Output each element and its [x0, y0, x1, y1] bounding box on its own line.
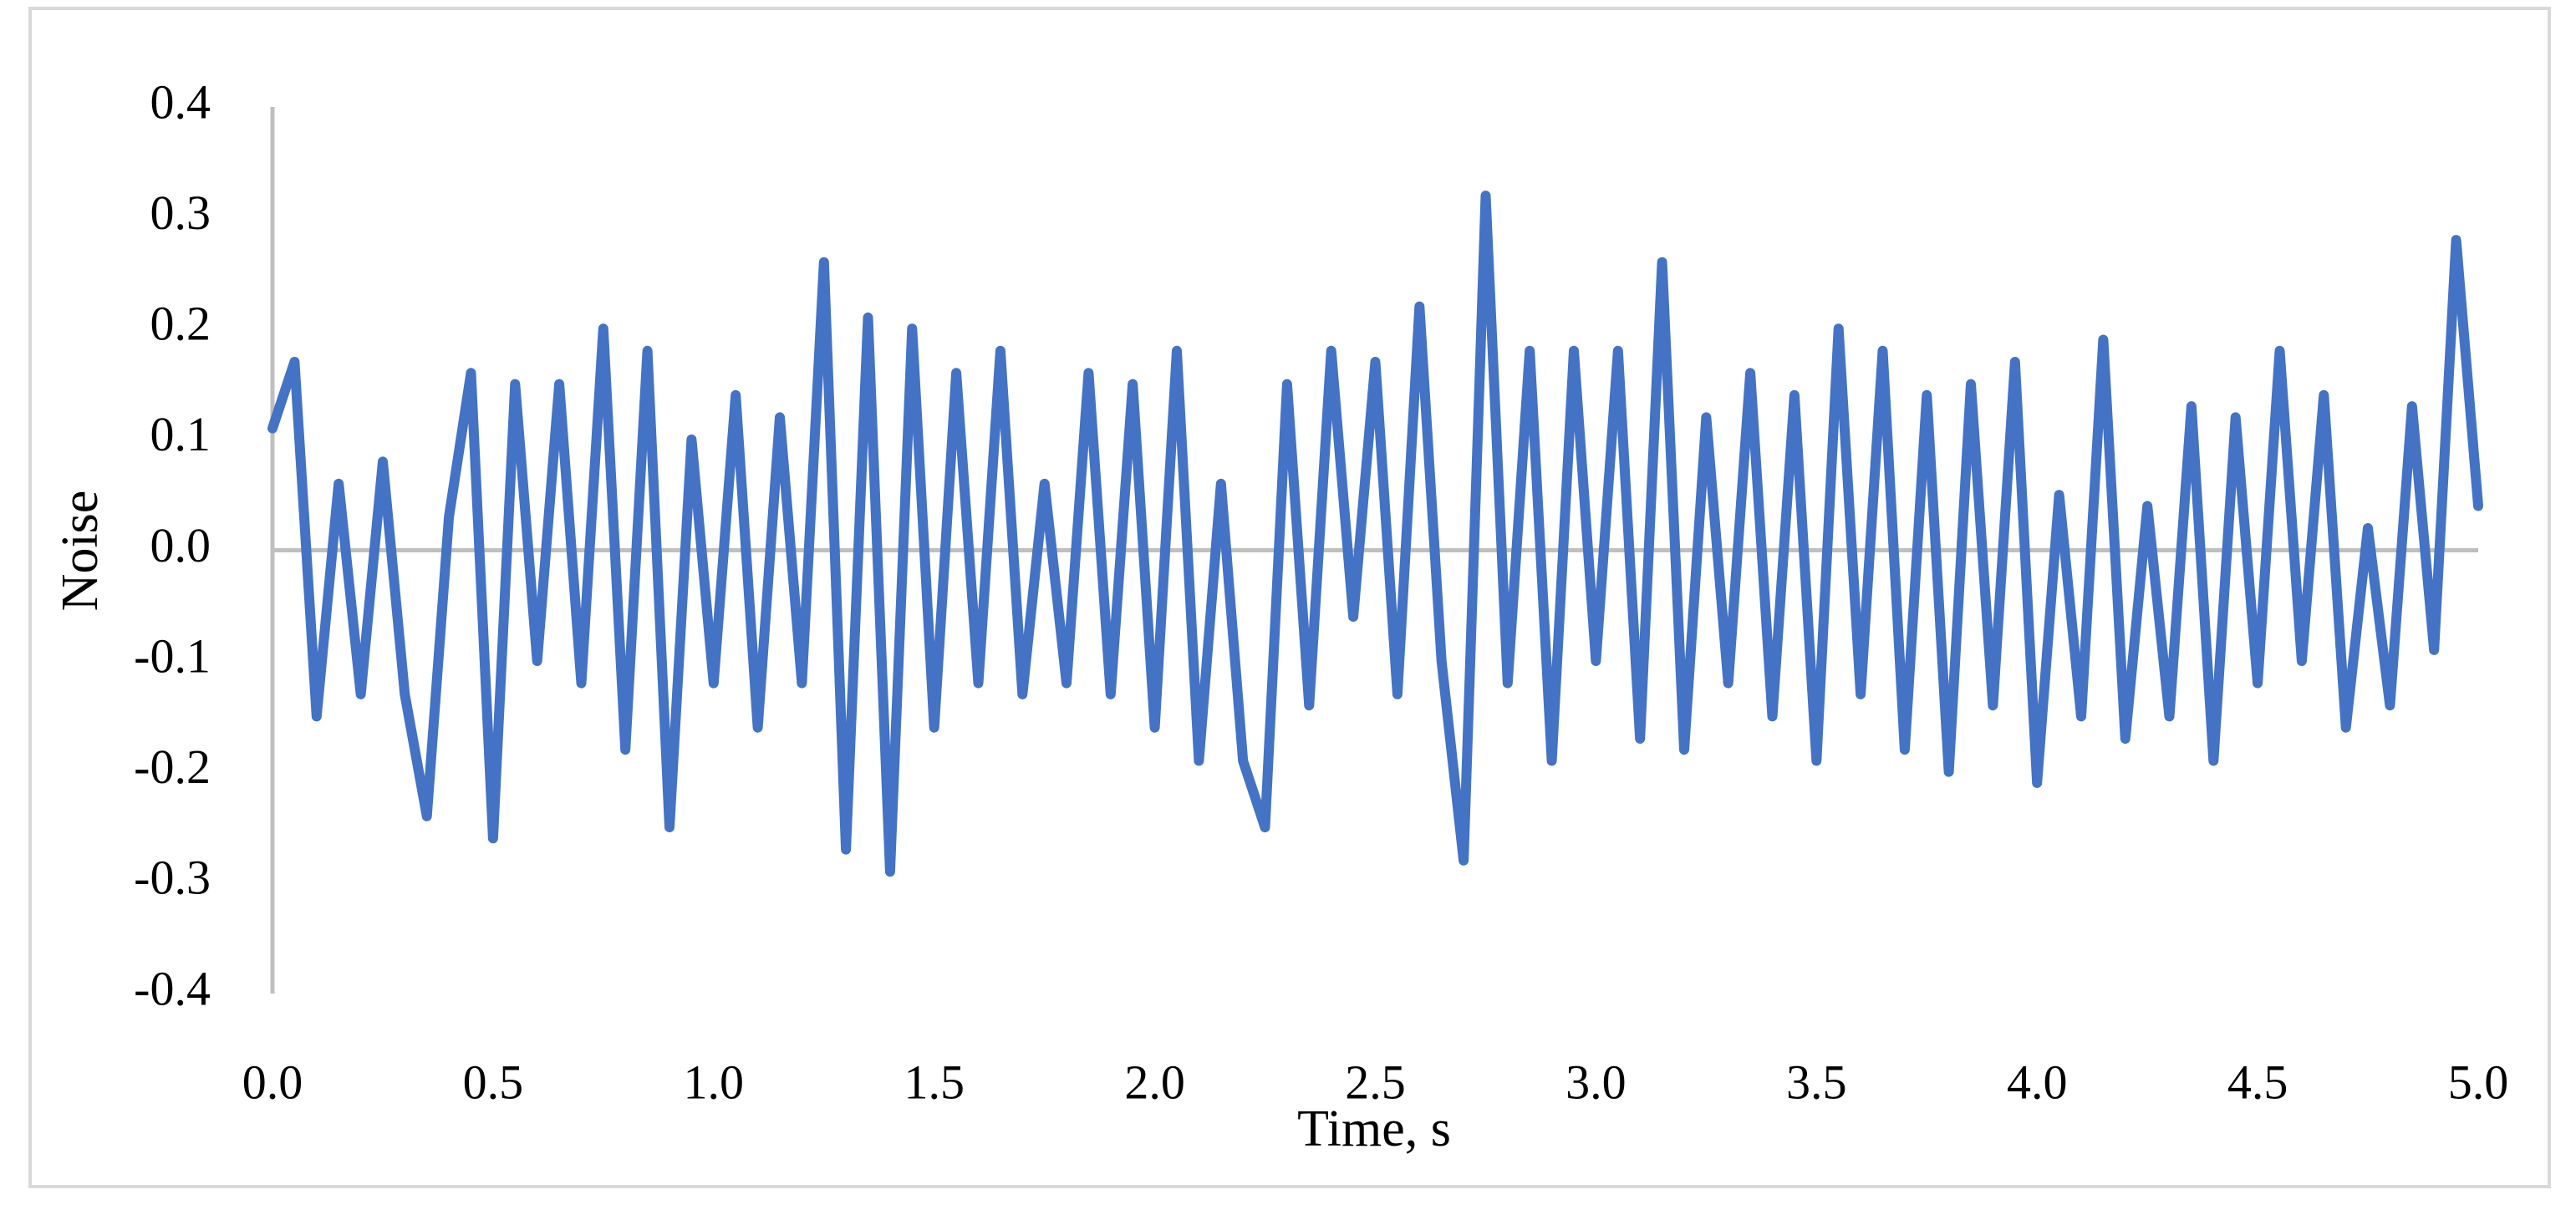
x-tick-label: 0.0 [242, 1055, 303, 1109]
x-tick-label: 2.5 [1345, 1055, 1406, 1109]
y-tick-label: 0.2 [150, 297, 211, 351]
x-tick-label: 1.5 [904, 1055, 965, 1109]
x-tick-label: 3.0 [1565, 1055, 1627, 1109]
y-tick-label: -0.4 [134, 961, 211, 1015]
x-tick-label: 2.0 [1124, 1055, 1185, 1109]
x-tick-label: 1.0 [684, 1055, 745, 1109]
y-tick-label: 0.0 [150, 518, 211, 572]
data-line [267, 191, 2483, 877]
y-tick-label: -0.3 [134, 851, 211, 905]
y-tick-label: 0.1 [150, 407, 211, 461]
x-tick-label: 4.0 [2007, 1055, 2068, 1109]
y-tick-label: -0.1 [134, 628, 211, 683]
x-axis-title: Time, s [1297, 1101, 1451, 1157]
y-axis-title: Noise [52, 491, 109, 612]
y-tick-label: -0.2 [134, 740, 211, 794]
x-tick-label: 0.5 [463, 1055, 524, 1109]
x-tick-label: 4.5 [2227, 1055, 2288, 1109]
x-tick-label: 3.5 [1786, 1055, 1847, 1109]
chart-border [28, 7, 2551, 1188]
y-tick-label: 0.3 [150, 186, 211, 240]
x-tick-label: 5.0 [2448, 1055, 2509, 1109]
y-tick-label: 0.4 [150, 74, 211, 129]
